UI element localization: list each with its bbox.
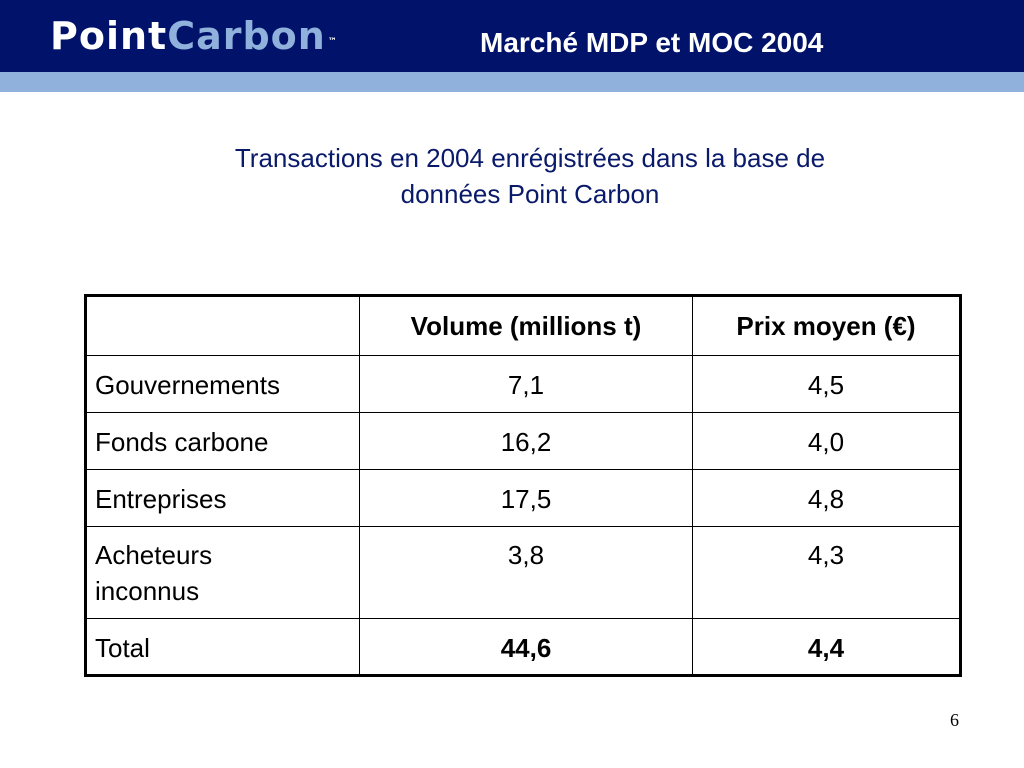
price-cell: 4,3 [692,526,961,619]
volume-cell: 7,1 [359,355,693,413]
header-bar: PointCarbon ™ Marché MDP et MOC 2004 [0,0,1024,72]
subtitle-line-2: données Point Carbon [400,179,660,209]
table-row-total: Total 44,6 4,4 [85,618,961,676]
row-label-line-1: Acheteurs [95,540,213,570]
subtitle-line-1: Transactions en 2004 enrégistrées dans l… [234,143,826,173]
row-label: Total [85,618,360,676]
row-label-line-2: inconnus [95,576,200,606]
price-cell: 4,0 [692,412,961,470]
page-number: 6 [950,710,959,730]
logo-trademark: ™ [327,37,338,47]
slide-subtitle: Transactions en 2004 enrégistrées dans l… [120,140,940,212]
total-price-cell: 4,4 [692,618,961,676]
price-cell: 4,5 [692,355,961,413]
point-carbon-logo: PointCarbon ™ [50,14,338,58]
slide-title: Marché MDP et MOC 2004 [480,27,824,58]
row-label: Fonds carbone [85,412,360,470]
row-label: Acheteurs inconnus [85,526,360,619]
transactions-table: Volume (millions t) Prix moyen (€) Gouve… [84,294,962,677]
header-stripe [0,72,1024,92]
volume-cell: 17,5 [359,469,693,527]
row-label: Gouvernements [85,355,360,413]
header-cell-volume: Volume (millions t) [359,295,693,356]
table-header-row: Volume (millions t) Prix moyen (€) [85,295,961,356]
price-cell: 4,8 [692,469,961,527]
table-row: Gouvernements 7,1 4,5 [85,355,961,413]
table-row: Fonds carbone 16,2 4,0 [85,412,961,470]
volume-cell: 16,2 [359,412,693,470]
row-label: Entreprises [85,469,360,527]
table-row: Acheteurs inconnus 3,8 4,3 [85,526,961,619]
header-cell-empty [85,295,360,356]
total-volume-cell: 44,6 [359,618,693,676]
header-cell-price: Prix moyen (€) [692,295,961,356]
logo-text-accent: Carbon [167,14,326,58]
volume-cell: 3,8 [359,526,693,619]
table-row: Entreprises 17,5 4,8 [85,469,961,527]
logo-text-main: Point [50,14,168,58]
